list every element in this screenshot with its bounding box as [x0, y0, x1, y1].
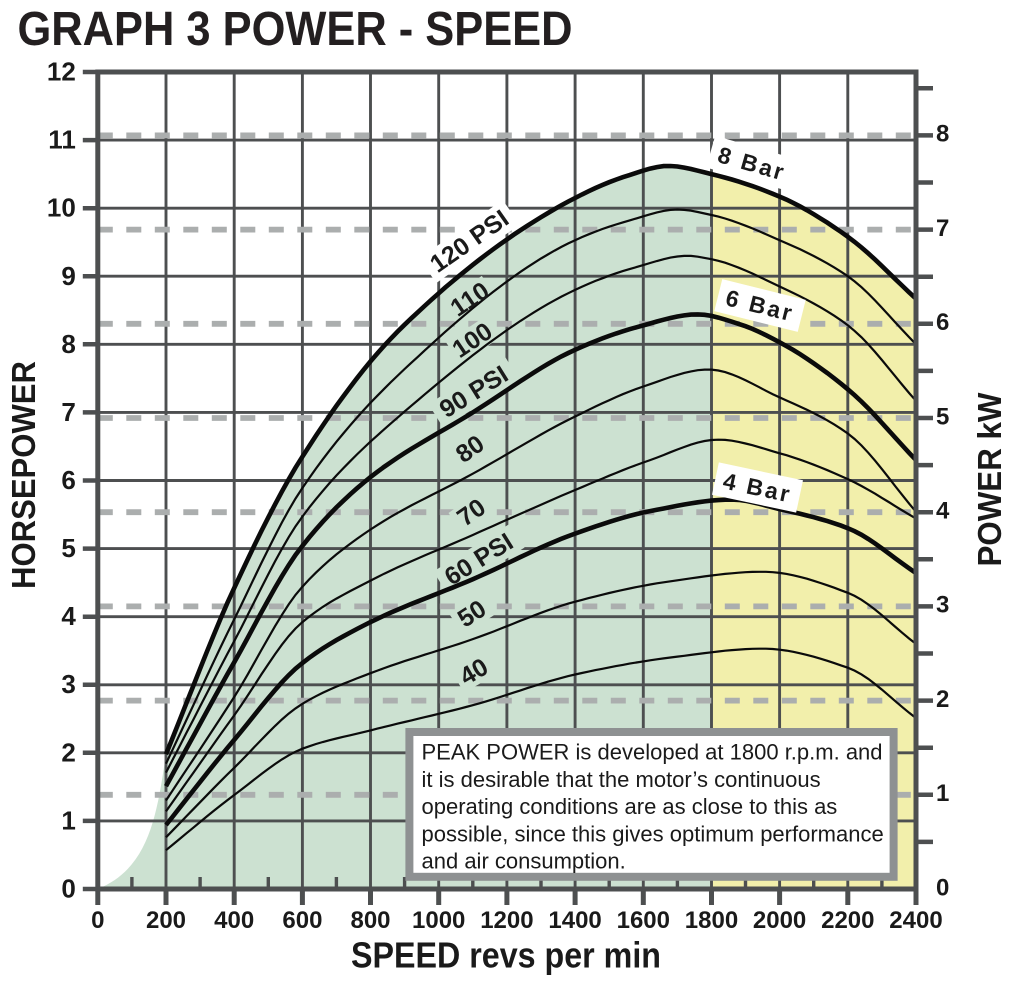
svg-text:600: 600	[282, 907, 322, 934]
svg-text:2000: 2000	[753, 907, 806, 934]
svg-text:PEAK POWER is developed at 180: PEAK POWER is developed at 1800 r.p.m. a…	[422, 740, 883, 765]
svg-text:3: 3	[61, 669, 75, 699]
svg-text:1200: 1200	[480, 907, 533, 934]
svg-text:800: 800	[350, 907, 390, 934]
svg-text:1: 1	[61, 805, 75, 835]
svg-text:2: 2	[936, 686, 949, 713]
svg-text:operating conditions are as cl: operating conditions are as close to thi…	[422, 794, 838, 819]
svg-text:1800: 1800	[685, 907, 738, 934]
svg-text:3: 3	[936, 592, 949, 619]
svg-text:2200: 2200	[821, 907, 874, 934]
svg-text:1000: 1000	[412, 907, 465, 934]
svg-text:11: 11	[48, 125, 76, 155]
svg-text:6: 6	[61, 465, 75, 495]
svg-text:1: 1	[936, 780, 949, 807]
svg-text:400: 400	[214, 907, 254, 934]
svg-text:0: 0	[936, 874, 949, 901]
svg-text:0: 0	[61, 874, 75, 904]
svg-text:1600: 1600	[617, 907, 670, 934]
svg-text:7: 7	[61, 397, 75, 427]
svg-text:it is desirable that the motor: it is desirable that the motor’s continu…	[422, 767, 821, 792]
svg-text:9: 9	[61, 261, 75, 291]
svg-text:and air consumption.: and air consumption.	[422, 849, 626, 874]
svg-text:5: 5	[61, 533, 75, 563]
svg-text:POWER kW: POWER kW	[972, 392, 1009, 566]
svg-text:SPEED revs per min: SPEED revs per min	[351, 935, 661, 976]
svg-text:GRAPH 3 POWER - SPEED: GRAPH 3 POWER - SPEED	[18, 3, 573, 56]
svg-text:possible, since this gives opt: possible, since this gives optimum perfo…	[422, 821, 884, 846]
svg-text:7: 7	[936, 215, 949, 242]
svg-text:12: 12	[47, 57, 76, 87]
svg-text:200: 200	[146, 907, 186, 934]
svg-text:5: 5	[936, 403, 949, 430]
svg-text:2: 2	[61, 737, 75, 767]
svg-text:1400: 1400	[548, 907, 601, 934]
svg-text:4: 4	[61, 601, 76, 631]
svg-text:8: 8	[61, 329, 75, 359]
svg-text:6: 6	[936, 309, 949, 336]
svg-text:10: 10	[47, 193, 76, 223]
svg-text:4: 4	[936, 498, 950, 525]
svg-text:8: 8	[936, 121, 949, 148]
svg-text:HORSEPOWER: HORSEPOWER	[6, 361, 43, 589]
svg-text:0: 0	[91, 907, 104, 934]
svg-text:2400: 2400	[889, 907, 942, 934]
